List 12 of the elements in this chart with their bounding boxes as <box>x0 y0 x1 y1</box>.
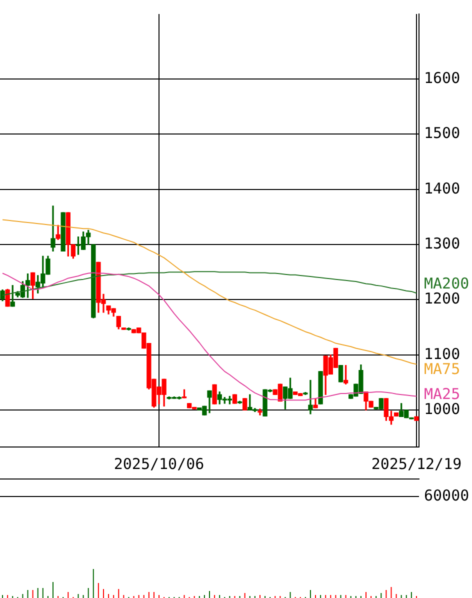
x-tick-label: 2025/12/19 <box>371 454 462 473</box>
text: 60000 <box>424 486 470 504</box>
candlestick <box>318 371 323 404</box>
candlestick <box>394 412 399 416</box>
y-tick-label: 1400 <box>424 179 460 198</box>
y-tick-label: 1300 <box>424 234 460 252</box>
x-tick-label: 2025/10/06 <box>114 454 204 473</box>
candlestick <box>414 416 419 421</box>
candlestick <box>232 394 238 404</box>
candlestick <box>212 384 217 404</box>
y-tick-label: 1600 <box>424 68 460 87</box>
y-tick-label: 1500 <box>424 124 460 142</box>
